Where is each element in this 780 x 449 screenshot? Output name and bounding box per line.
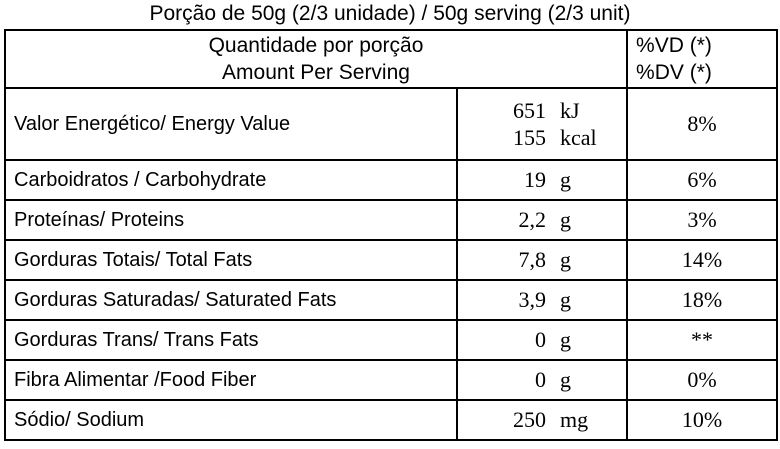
amount-header-line-en: Amount Per Serving <box>222 61 410 84</box>
amount-unit: kcal <box>560 125 597 150</box>
nutrient-label: Gorduras Saturadas/ Saturated Fats <box>4 279 458 321</box>
nutrient-dv: 0% <box>626 359 779 401</box>
amount-unit: g <box>560 367 571 393</box>
nutrient-dv: 14% <box>626 239 779 281</box>
nutrition-table: Quantidade por porção Amount Per Serving… <box>3 29 779 441</box>
nutrient-dv: 3% <box>626 199 779 241</box>
nutrient-dv: 10% <box>626 399 779 441</box>
amount-unit: g <box>560 167 571 193</box>
amount-per-serving-header: Quantidade por porção Amount Per Serving <box>3 29 629 89</box>
nutrient-amount: 2,2 g <box>455 199 629 241</box>
table-row: Gorduras Trans/ Trans Fats 0 g ** <box>4 319 779 361</box>
dv-header-line-en: %DV (*) <box>636 61 712 84</box>
nutrition-label: Porção de 50g (2/3 unidade) / 50g servin… <box>3 0 779 441</box>
nutrient-label: Fibra Alimentar /Food Fiber <box>4 359 458 401</box>
table-row: Gorduras Saturadas/ Saturated Fats 3,9 g… <box>4 279 779 321</box>
amount-unit: g <box>560 287 571 313</box>
amount-unit: g <box>560 247 571 273</box>
amount-unit: mg <box>560 407 589 433</box>
serving-size-title: Porção de 50g (2/3 unidade) / 50g servin… <box>149 2 631 25</box>
amount-value: 19 <box>524 167 546 193</box>
nutrient-dv: ** <box>626 319 779 361</box>
table-row: Fibra Alimentar /Food Fiber 0 g 0% <box>4 359 779 401</box>
nutrient-amount: 0 g <box>455 359 629 401</box>
amount-unit: g <box>560 207 571 233</box>
amount-unit: g <box>560 327 571 353</box>
nutrient-dv: 6% <box>626 159 779 201</box>
nutrient-amount: 651 kJ 155 kcal <box>455 87 629 161</box>
table-row: Gorduras Totais/ Total Fats 7,8 g 14% <box>4 239 779 281</box>
nutrient-label: Gorduras Trans/ Trans Fats <box>4 319 458 361</box>
nutrient-amount: 3,9 g <box>455 279 629 321</box>
table-row: Sódio/ Sodium 250 mg 10% <box>4 399 779 441</box>
nutrient-dv: 8% <box>626 87 779 161</box>
nutrient-label: Valor Energético/ Energy Value <box>4 87 458 161</box>
amount-header-line-pt: Quantidade por porção <box>208 33 424 57</box>
amount-line-kcal: 155 kcal <box>458 124 626 152</box>
dv-header-line-pt: %VD (*) <box>636 33 712 57</box>
nutrient-label: Sódio/ Sodium <box>4 399 458 441</box>
nutrient-amount: 7,8 g <box>455 239 629 281</box>
nutrient-amount: 250 mg <box>455 399 629 441</box>
amount-value: 651 <box>513 97 546 123</box>
nutrient-label: Proteínas/ Proteins <box>4 199 458 241</box>
amount-line-kj: 651 kJ <box>458 97 626 125</box>
table-row: Carboidratos / Carbohydrate 19 g 6% <box>4 159 779 201</box>
amount-value: 0 <box>535 327 546 353</box>
amount-value: 250 <box>513 407 546 433</box>
nutrient-amount: 19 g <box>455 159 629 201</box>
amount-value: 3,9 <box>518 287 547 313</box>
table-row: Valor Energético/ Energy Value 651 kJ 15… <box>4 87 779 161</box>
nutrient-label: Gorduras Totais/ Total Fats <box>4 239 458 281</box>
table-row: Proteínas/ Proteins 2,2 g 3% <box>4 199 779 241</box>
table-header-row: Quantidade por porção Amount Per Serving… <box>3 29 779 89</box>
amount-value: 0 <box>535 367 546 393</box>
amount-value: 7,8 <box>518 247 547 273</box>
nutrient-label: Carboidratos / Carbohydrate <box>4 159 458 201</box>
nutrient-dv: 18% <box>626 279 779 321</box>
nutrient-amount: 0 g <box>455 319 629 361</box>
amount-value: 2,2 <box>518 207 547 233</box>
daily-value-header: %VD (*) %DV (*) <box>626 29 779 89</box>
amount-unit: kJ <box>560 97 580 123</box>
amount-value: 155 <box>513 125 546 150</box>
